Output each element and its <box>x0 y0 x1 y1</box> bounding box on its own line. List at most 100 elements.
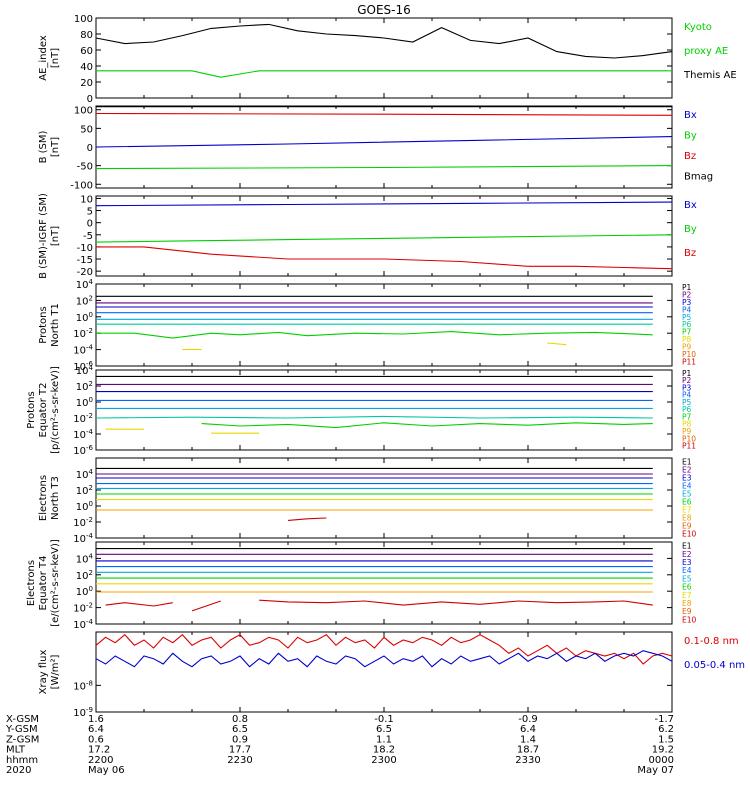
bottom-row-value: 6.5 <box>376 724 392 735</box>
y-tick-label: 0 <box>87 219 93 230</box>
y-tick-label: 100 <box>76 585 93 598</box>
legend-entry: E4 <box>682 566 692 575</box>
y-axis-label: [e/(cm²-s-sr-keV)] <box>50 539 61 627</box>
legend-entry: P7 <box>682 412 692 421</box>
y-tick-label: -15 <box>77 255 93 266</box>
y-tick-label: 104 <box>76 468 94 481</box>
y-axis-label: Equator T4 <box>38 556 49 611</box>
bottom-row-value: 2330 <box>515 755 540 766</box>
bottom-row-value: 18.2 <box>373 745 395 756</box>
y-axis-label: B (SM)-IGRF (SM) <box>38 193 49 279</box>
y-tick-label: -100 <box>70 180 93 191</box>
series-line <box>95 136 673 148</box>
legend-entry: E10 <box>682 529 697 538</box>
y-tick-label: 100 <box>74 106 93 117</box>
legend-entry: E3 <box>682 473 692 482</box>
legend-entry: E5 <box>682 574 692 583</box>
series-line <box>95 633 673 665</box>
y-axis-label: Electrons <box>38 475 49 521</box>
y-tick-label: 10-4 <box>73 344 93 357</box>
legend-entry: P5 <box>682 313 692 322</box>
y-tick-label: 10-4 <box>73 532 93 545</box>
y-tick-label: 10-2 <box>73 327 93 340</box>
series-line <box>95 415 653 419</box>
legend-entry: E8 <box>682 599 692 608</box>
y-tick-label: 10-2 <box>73 516 93 529</box>
bottom-row-label: MLT <box>6 745 26 756</box>
legend-entry: P8 <box>682 335 692 344</box>
legend-entry: P1 <box>682 283 692 292</box>
bottom-row-value: 2200 <box>88 755 113 766</box>
y-tick-label: 60 <box>80 46 93 57</box>
bottom-row-value: 17.2 <box>88 745 110 756</box>
legend-entry: P10 <box>682 350 696 359</box>
y-tick-label: 102 <box>76 484 93 497</box>
y-axis-label: [nT] <box>50 48 61 68</box>
legend-entry: E3 <box>682 558 692 567</box>
legend-entry: E7 <box>682 591 692 600</box>
panel-8: 10-9 10-8 Xray flux [W/m²] 0.1-0.8 nm 0.05-0.… <box>38 631 745 719</box>
y-tick-label: 10-8 <box>73 679 93 692</box>
panel-1: 0 20 40 60 80 100 AE_index [nT] Kyoto proxy AE The… <box>38 14 737 105</box>
bottom-row-label: hhmm <box>6 755 38 766</box>
series-line <box>95 112 673 116</box>
legend-entry: P11 <box>682 358 696 367</box>
y-tick-label: 80 <box>80 30 93 41</box>
y-axis-label: B (SM) <box>38 130 49 163</box>
y-tick-label: 0 <box>87 94 93 105</box>
legend-entry: Kyoto <box>684 22 712 33</box>
series-line <box>105 602 173 607</box>
y-tick-label: -20 <box>77 267 93 278</box>
legend-entry: E9 <box>682 607 692 616</box>
y-tick-label: 104 <box>76 364 94 377</box>
legend-entry: 0.05-0.4 nm <box>684 660 745 671</box>
panel-2: -100 -50 0 50 100 B (SM) [nT] Bx By Bz Bmag <box>38 105 713 191</box>
bottom-row-value: 2300 <box>371 755 396 766</box>
panel-frame <box>95 105 673 189</box>
y-axis-label: [nT] <box>50 137 61 157</box>
bottom-row-value: 1.6 <box>88 714 104 725</box>
legend-entry: Bx <box>684 200 697 211</box>
y-tick-label: 104 <box>76 552 94 565</box>
y-tick-label: 40 <box>80 62 93 73</box>
bottom-row-value: 17.7 <box>229 745 251 756</box>
y-axis-label: North T3 <box>50 476 61 520</box>
y-tick-label: 10-4 <box>73 428 93 441</box>
y-tick-label: 102 <box>76 380 93 393</box>
series-line <box>96 246 673 270</box>
legend-entry: E9 <box>682 521 692 530</box>
legend-entry: E6 <box>682 583 692 592</box>
y-tick-label: 10-6 <box>73 444 93 457</box>
legend-entry: P9 <box>682 343 692 352</box>
y-tick-label: 100 <box>74 14 93 25</box>
legend-entry: E8 <box>682 513 692 522</box>
bottom-row-value: 2230 <box>227 755 252 766</box>
bottom-row-value: 18.7 <box>517 745 539 756</box>
bottom-axis-table: X-GSM 1.6 0.8 -0.1 -0.9 -1.7 Y-GSM 6.4 6.5 6.5 6.4… <box>5 714 674 776</box>
legend-entry: E2 <box>682 465 692 474</box>
bottom-row-value: 1.5 <box>658 734 674 745</box>
y-tick-label: 104 <box>76 278 94 291</box>
panel-7: 10-4 10-2 100 102 104 Electrons Equator T4 [e/(… <box>26 539 697 631</box>
legend-entry: By <box>684 131 697 142</box>
y-tick-label: 0 <box>87 143 93 154</box>
y-tick-label: 10-9 <box>73 706 93 719</box>
legend-entry: P4 <box>682 305 692 314</box>
legend-entry: Themis AE <box>683 70 737 81</box>
legend-entry: P1 <box>682 369 692 378</box>
legend-entry: 0.1-0.8 nm <box>684 636 739 647</box>
legend-entry: E4 <box>682 481 692 490</box>
y-axis-label: [W/m²] <box>50 654 61 689</box>
panel-6: 10-4 10-2 100 102 104 Electrons North T3 E1E2E3… <box>38 457 697 545</box>
bottom-row-value: 0.6 <box>88 734 104 745</box>
legend-entry: Bz <box>684 248 696 259</box>
bottom-row-value: 6.5 <box>232 724 248 735</box>
legend-entry: P6 <box>682 405 692 414</box>
y-tick-label: 100 <box>76 311 93 324</box>
bottom-row-value: -0.9 <box>518 714 538 725</box>
series-line <box>287 517 327 521</box>
legend-entry: E2 <box>682 550 692 559</box>
y-axis-label: AE_index <box>38 35 49 81</box>
series-line <box>95 234 673 243</box>
